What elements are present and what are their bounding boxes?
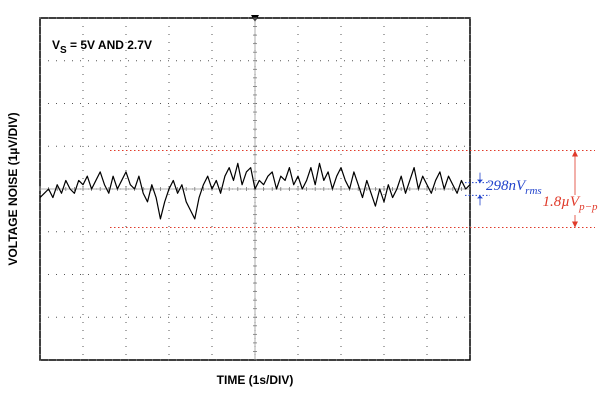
arrow-head (477, 195, 483, 199)
label-bg (532, 195, 594, 215)
annotation-label: 298nVrms (486, 178, 542, 196)
arrow-head (572, 221, 578, 228)
annotation-text: 1.8µV (543, 194, 581, 210)
chart-title: VS = 5V AND 2.7V (52, 38, 152, 55)
noise-trace (39, 162, 471, 220)
annotation-label: 1.8µVp−p (543, 194, 598, 212)
y-axis-label: VOLTAGE NOISE (1µV/DIV) (6, 112, 20, 265)
arrow-head (477, 179, 483, 183)
title-main: V (52, 38, 60, 52)
annotation-text: 298nV (486, 178, 527, 194)
title-rest: = 5V AND 2.7V (67, 38, 152, 52)
x-axis-label: TIME (1s/DIV) (217, 373, 294, 387)
title-sub: S (60, 45, 67, 56)
annotation-subscript: rms (525, 185, 542, 197)
arrow-head (572, 150, 578, 157)
annotation-subscript: p−p (578, 201, 598, 213)
